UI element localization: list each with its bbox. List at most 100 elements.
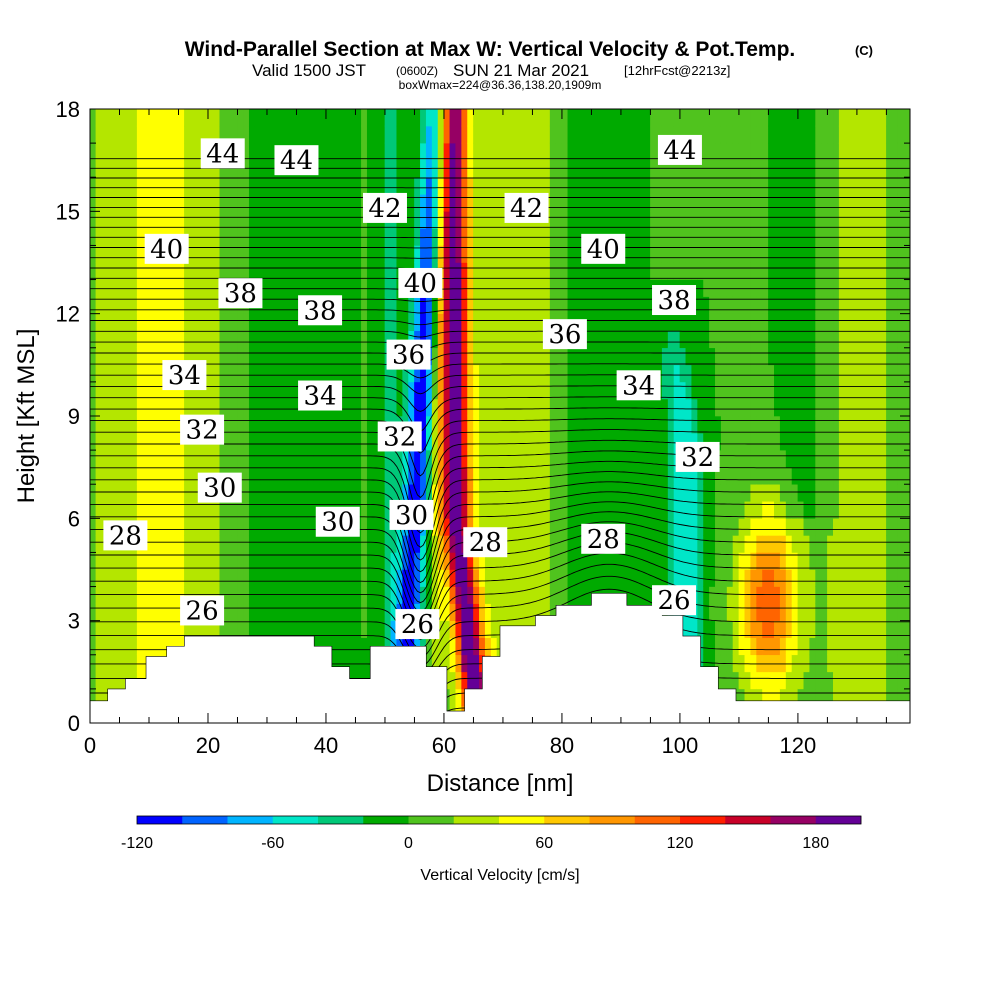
contour-label: 28 (581, 523, 626, 555)
contour-label-text: 28 (469, 528, 502, 558)
y-axis-label: Height [Kft MSL] (13, 329, 40, 504)
contour-label-box (395, 609, 440, 640)
theta-contour-line (90, 352, 910, 364)
contour-label-box (389, 499, 434, 530)
contour-label-text: 38 (224, 279, 257, 309)
contour-label-text: 36 (548, 320, 581, 350)
contour-label-text: 34 (622, 371, 655, 401)
theta-contour-line (90, 363, 910, 379)
contour-label-text: 30 (321, 508, 354, 538)
contour-label-box (504, 192, 549, 223)
forecast-info: [12hrFcst@2213z] (624, 63, 730, 78)
colorbar-swatch (725, 816, 771, 824)
contour-label-box (362, 192, 407, 223)
contour-label-text: 40 (150, 235, 183, 265)
theta-contour-line (90, 385, 910, 412)
theta-contour-line (90, 552, 910, 640)
contour-label-text: 42 (368, 194, 401, 224)
contour-label-box (180, 595, 225, 626)
contour-label-box (398, 267, 443, 298)
contour-label-box (315, 506, 360, 537)
contour-label: 38 (652, 285, 697, 316)
contour-label: 40 (144, 233, 189, 265)
y-tick-label: 9 (68, 404, 80, 429)
contour-label: 36 (386, 339, 431, 371)
theta-contour-line (90, 309, 910, 314)
contour-label-box (581, 233, 626, 264)
colorbar-label: Vertical Velocity [cm/s] (420, 867, 579, 884)
x-tick-label: 100 (662, 733, 699, 758)
contour-label: 34 (298, 380, 343, 412)
contour-label-text: 28 (587, 525, 620, 555)
contour-label-box (675, 441, 720, 472)
theta-contour-line (90, 257, 910, 259)
valid-zulu: (0600Z) (396, 64, 438, 78)
contour-label-box (581, 523, 626, 554)
contour-label-box (162, 360, 207, 391)
colorbar-swatch (499, 816, 545, 824)
contour-label-box (386, 339, 431, 370)
contour-label-text: 38 (304, 296, 337, 326)
theta-contour-line (90, 501, 910, 594)
colorbar: -120 -60 0 60 120 180 (121, 815, 862, 852)
colorbar-tick-label: -60 (261, 835, 284, 852)
y-tick-label: 0 (68, 711, 80, 736)
contour-label-box (657, 134, 702, 165)
theta-contour-line (90, 460, 910, 548)
contour-label: 36 (542, 319, 587, 350)
colorbar-swatch (272, 816, 319, 824)
x-axis: 0 20 40 60 80 100 120 (84, 109, 887, 758)
colorbar-swatch (815, 816, 862, 824)
contour-label-box (652, 285, 697, 316)
x-tick-label: 40 (314, 733, 338, 758)
contour-label: 42 (504, 192, 549, 224)
theta-contour-line (90, 418, 910, 477)
contour-label: 40 (581, 233, 626, 265)
y-tick-label: 6 (68, 506, 80, 531)
contour-label-text: 28 (109, 521, 142, 551)
contour-label: 42 (362, 192, 407, 224)
contour-labels: 26 26 26 28 28 28 30 30 30 32 32 32 34 34 34 36 36 38 38 38… (103, 134, 720, 640)
colorbar-swatch (137, 816, 183, 824)
contour-label-box (542, 319, 587, 350)
contour-label: 32 (675, 441, 720, 473)
title-block: Wind-Parallel Section at Max W: Vertical… (185, 38, 873, 92)
theta-contour-line (90, 374, 910, 395)
contour-label-box (274, 145, 319, 176)
contour-label-text: 34 (304, 382, 337, 412)
contour-label-text: 38 (657, 286, 690, 316)
contour-label: 26 (652, 585, 697, 616)
theta-contour-line (90, 267, 910, 270)
contour-label: 44 (657, 134, 702, 166)
contour-label-text: 44 (206, 139, 239, 169)
contour-label-text: 44 (663, 136, 696, 166)
contour-label-text: 40 (587, 235, 620, 265)
colorbar-swatch (770, 816, 817, 824)
contour-label: 26 (395, 609, 440, 640)
x-axis-label: Distance [nm] (427, 770, 574, 797)
x-tick-label: 20 (196, 733, 220, 758)
y-tick-label: 18 (56, 97, 80, 122)
contour-label: 28 (463, 527, 508, 558)
contour-label: 30 (197, 472, 242, 504)
x-tick-label: 0 (84, 733, 96, 758)
colorbar-tick-label: 60 (535, 835, 553, 852)
contour-label-box (298, 295, 343, 326)
contour-label: 40 (398, 267, 443, 299)
terrain (89, 593, 911, 724)
theta-contour-line (90, 541, 910, 631)
colorbar-tick-label: 120 (667, 835, 694, 852)
x-tick-label: 120 (780, 733, 817, 758)
contour-label-text: 44 (280, 146, 313, 176)
contour-label-text: 32 (383, 422, 416, 452)
colorbar-swatch (318, 816, 364, 824)
contour-label-text: 26 (657, 586, 690, 616)
title-mark: (C) (855, 43, 873, 58)
contour-label: 38 (218, 278, 263, 309)
contour-label-box (180, 414, 225, 445)
contour-label: 32 (377, 421, 422, 452)
theta-contour-line (90, 320, 910, 326)
contour-label-box (200, 138, 245, 169)
contour-label-text: 30 (395, 501, 428, 531)
y-tick-label: 12 (56, 302, 80, 327)
